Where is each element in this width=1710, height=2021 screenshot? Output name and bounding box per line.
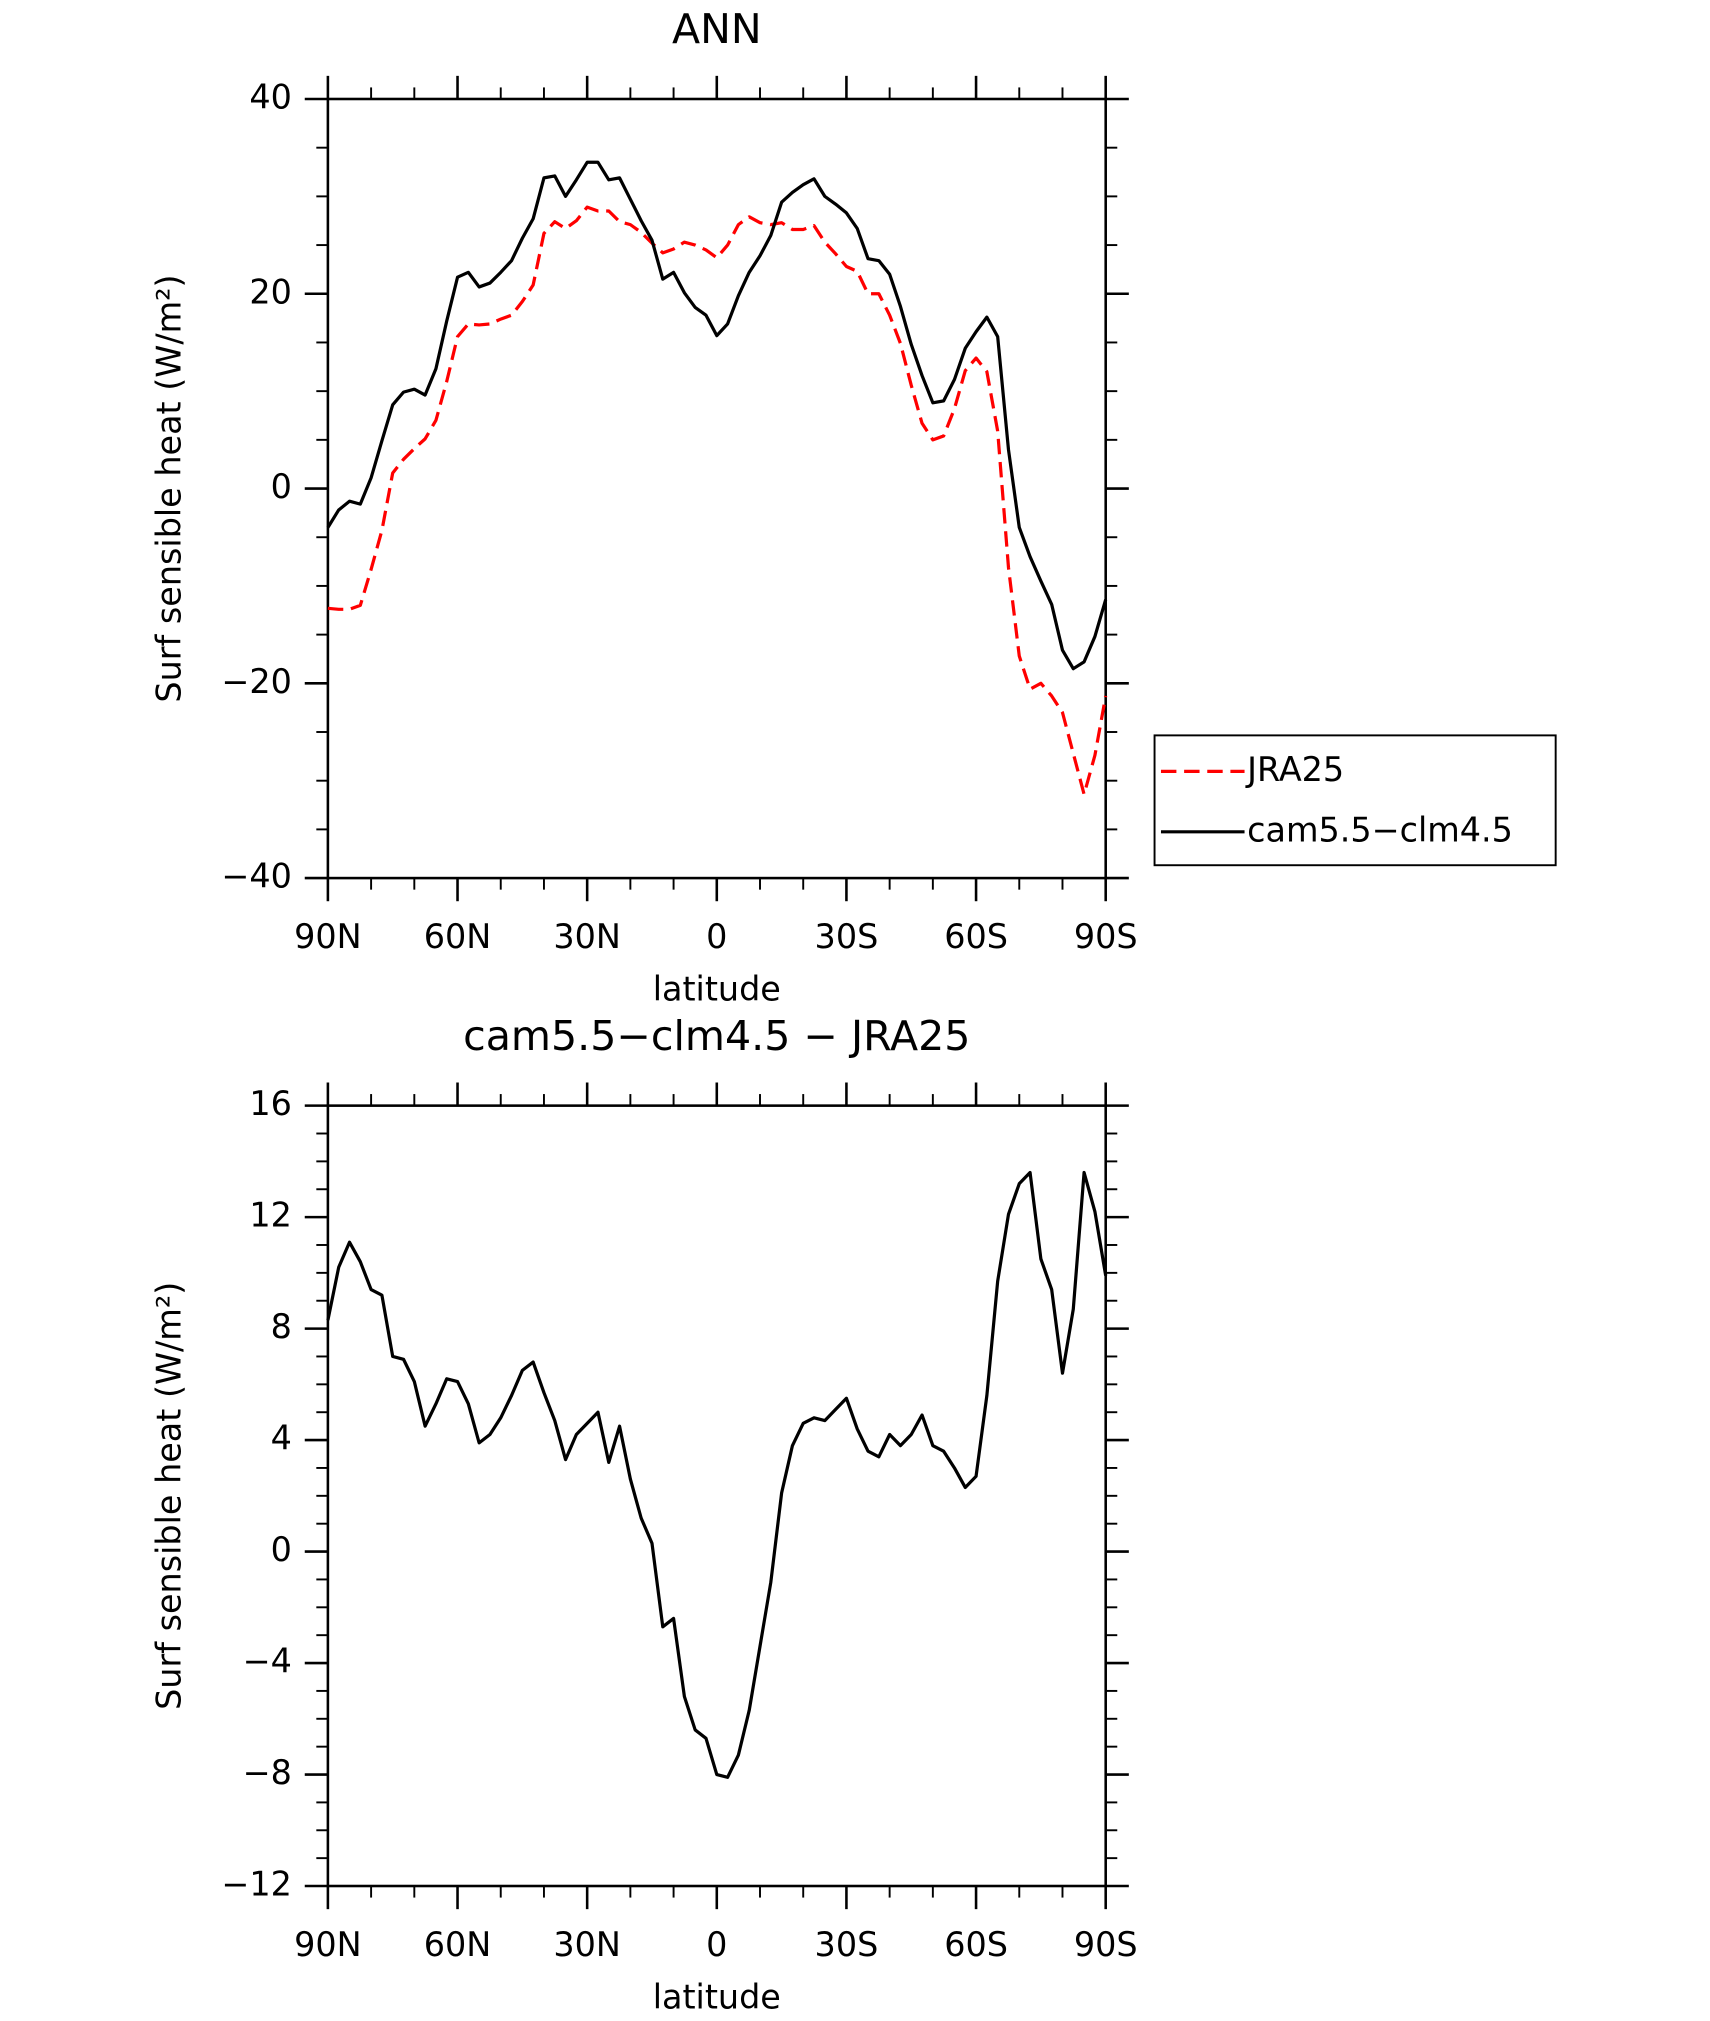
x-tick-label: 30S (815, 917, 879, 956)
y-tick-label: 40 (249, 77, 292, 116)
x-tick-label: 90S (1074, 917, 1138, 956)
x-tick-label: 0 (706, 1925, 727, 1964)
x-tick-label: 60S (944, 917, 1008, 956)
y-tick-label: 4 (271, 1419, 292, 1458)
data-line (327, 205, 1108, 796)
x-tick-label: 60N (424, 917, 492, 956)
data-line (326, 160, 1108, 671)
x-tick-label: 90N (294, 917, 362, 956)
plot-frame (326, 97, 1107, 880)
x-tick-label: 30N (553, 917, 621, 956)
x-tick-label: 30N (553, 1925, 621, 1964)
legend-box (1153, 734, 1557, 867)
y-axis-label: Surf sensible heat (W/m²) (150, 274, 189, 702)
y-tick-label: 0 (271, 1530, 292, 1569)
x-tick-label: 0 (706, 917, 727, 956)
y-tick-label: 16 (249, 1084, 292, 1123)
x-axis-label: latitude (653, 970, 781, 1009)
x-axis-label: latitude (653, 1978, 781, 2017)
x-tick-label: 90S (1074, 1925, 1138, 1964)
y-tick-label: 0 (271, 467, 292, 506)
data-line (326, 1170, 1108, 1779)
x-tick-label: 30S (815, 1925, 879, 1964)
x-tick-label: 60S (944, 1925, 1008, 1964)
x-tick-label: 60N (424, 1925, 492, 1964)
y-tick-label: −12 (221, 1865, 291, 1904)
x-tick-label: 90N (294, 1925, 362, 1964)
y-tick-label: −20 (221, 662, 291, 701)
y-tick-label: −40 (221, 857, 291, 896)
chart-title: cam5.5−clm4.5 − JRA25 (463, 1012, 970, 1060)
y-tick-label: −8 (243, 1753, 292, 1792)
y-tick-label: 20 (249, 272, 292, 311)
y-tick-label: 8 (271, 1307, 292, 1346)
y-tick-label: −4 (243, 1642, 292, 1681)
legend: JRA25 cam5.5−clm4.5 (1153, 734, 1557, 867)
y-axis-label: Surf sensible heat (W/m²) (150, 1282, 189, 1710)
legend-label: JRA25 (1245, 750, 1344, 789)
legend-label: cam5.5−clm4.5 (1247, 810, 1513, 849)
chart-title: ANN (672, 5, 762, 53)
y-tick-label: 12 (249, 1196, 292, 1235)
